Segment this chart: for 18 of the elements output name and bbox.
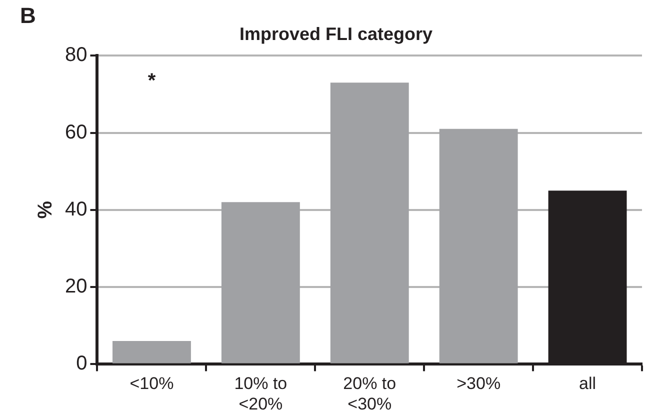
x-tick-label: all xyxy=(579,374,596,394)
bar xyxy=(439,128,518,364)
bar xyxy=(330,82,409,364)
x-tick-label: 20% to <30% xyxy=(343,374,396,414)
annotation: * xyxy=(148,70,156,92)
y-tick-label: 0 xyxy=(76,352,88,375)
y-tick-label: 80 xyxy=(64,44,88,66)
x-tick-label: >30% xyxy=(456,374,501,394)
y-tick-label: 40 xyxy=(64,198,88,220)
y-tick-label: 60 xyxy=(64,121,88,144)
x-tick-label: <10% xyxy=(130,374,174,394)
text: B xyxy=(20,3,36,28)
chart-title: Improved FLI category xyxy=(239,24,433,44)
x-tick-label: 10% to <20% xyxy=(234,374,288,414)
y-axis-title: % xyxy=(34,200,57,219)
y-tick-label: 20 xyxy=(64,276,88,298)
bar xyxy=(221,202,300,364)
bar xyxy=(112,341,191,364)
